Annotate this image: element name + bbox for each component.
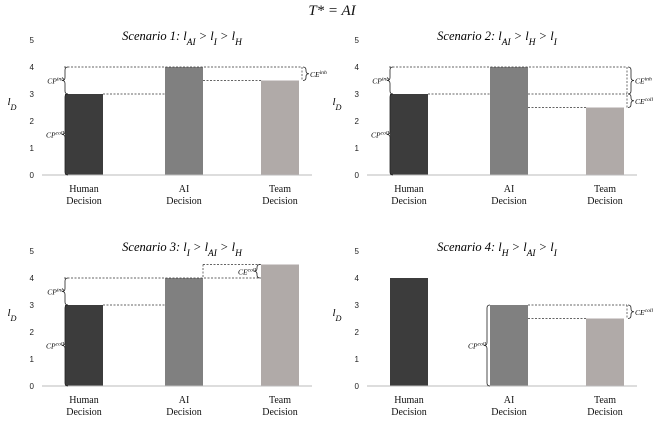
annotation-label: CPcoll​ [46,131,64,140]
annotation-label: CEcoll​ [635,97,653,106]
y-tick-label: 3 [355,301,360,310]
y-tick-label: 2 [355,328,360,337]
category-label: Human Decision [391,395,427,418]
annotation-label: CEinh​ [635,77,652,86]
y-axis-label: lD​ [7,307,16,323]
panel-title: Scenario 4: lH​ > lAI​ > lI​ [437,240,558,259]
brace [61,277,69,306]
y-tick-label: 5 [30,247,35,256]
brace [386,66,394,95]
brace [386,93,394,176]
y-axis-label: lD​ [7,96,16,112]
category-label: AI Decision [491,395,527,418]
y-tick-label: 0 [30,382,35,391]
panel-title: Scenario 3: lI​ > lAI​ > lH​ [122,240,243,259]
category-label: AI Decision [166,395,202,418]
y-tick-label: 5 [355,247,360,256]
bar-human [65,94,103,175]
y-tick-label: 3 [30,90,35,99]
y-tick-label: 4 [30,63,35,72]
category-label: AI Decision [491,184,527,207]
brace [61,304,69,387]
panel-title: Scenario 1: lAI​ > lI​ > lH​ [122,29,243,48]
category-label: Human Decision [66,395,102,418]
category-label: Human Decision [66,184,102,207]
bar-team [586,107,624,175]
y-tick-label: 5 [355,36,360,45]
annotation-label: CEcoll​ [635,308,653,317]
y-tick-label: 2 [355,117,360,126]
y-tick-label: 4 [30,274,35,283]
bar-human [65,305,103,386]
brace [627,93,635,108]
panel-title: Scenario 2: lAI​ > lH​ > lI​ [437,29,558,48]
figure-title-text: T* = AI [308,3,356,19]
y-tick-label: 2 [30,328,35,337]
bar-ai [490,67,528,175]
y-tick-label: 1 [30,144,35,153]
category-label: AI Decision [166,184,202,207]
annotation-label: CEinh​ [310,70,327,79]
y-tick-label: 1 [355,355,360,364]
category-label: Human Decision [391,184,427,207]
y-tick-label: 0 [355,382,360,391]
figure-title: T* = AI [0,3,664,20]
brace [302,66,310,81]
chart-panel-4: Scenario 4: lH​ > lAI​ > lI​ 0 1 2 3 4 5 lD​ Hum… [332,240,653,418]
bar-team [261,80,299,175]
chart-panel-2: Scenario 2: lAI​ > lH​ > lI​ 0 1 2 3 4 5 lD​ Hum… [332,29,653,207]
y-axis-label: lD​ [332,96,341,112]
category-label: Team Decision [587,395,623,418]
y-tick-label: 3 [30,301,35,310]
y-tick-label: 0 [30,171,35,180]
bar-ai [165,67,203,175]
y-tick-label: 1 [355,144,360,153]
brace [61,93,69,176]
brace [61,66,69,95]
annotation-label: CPcoll​ [371,131,389,140]
category-label: Team Decision [262,395,298,418]
category-label: Team Decision [262,184,298,207]
chart-panel-1: Scenario 1: lAI​ > lI​ > lH​ 0 1 2 3 4 5 lD​ Hum… [7,29,326,207]
brace [483,304,491,387]
y-tick-label: 1 [30,355,35,364]
y-tick-label: 3 [355,90,360,99]
annotation-label: CPcoll​ [46,342,64,351]
brace [627,304,635,319]
bar-human [390,94,428,175]
annotation-label: CPinh​ [47,288,64,297]
brace [253,264,261,279]
bar-team [261,264,299,386]
y-tick-label: 0 [355,171,360,180]
brace [627,66,635,95]
bar-ai [165,278,203,386]
category-label: Team Decision [587,184,623,207]
annotation-label: CPinh​ [47,77,64,86]
annotation-label: CPcoll​ [468,342,486,351]
y-tick-label: 5 [30,36,35,45]
y-tick-label: 4 [355,63,360,72]
annotation-label: CEcoll​ [238,267,256,276]
y-tick-label: 2 [30,117,35,126]
y-axis-label: lD​ [332,307,341,323]
chart-panel-3: Scenario 3: lI​ > lAI​ > lH​ 0 1 2 3 4 5 lD​ Hum… [7,240,312,418]
bar-ai [490,305,528,386]
annotation-label: CPinh​ [372,77,389,86]
bar-team [586,318,624,386]
bar-human [390,278,428,386]
y-tick-label: 4 [355,274,360,283]
